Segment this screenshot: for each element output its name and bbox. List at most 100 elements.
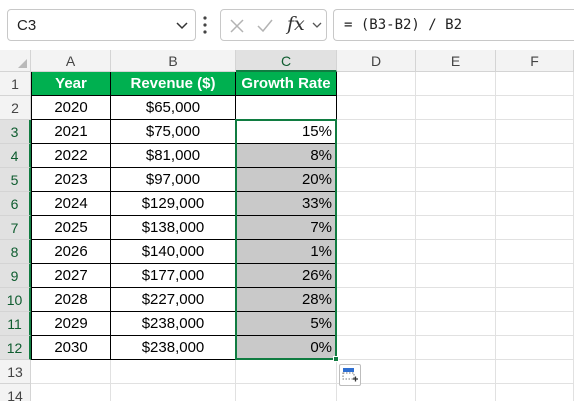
cell-c13[interactable] [236, 360, 337, 384]
name-box[interactable]: C3 [7, 9, 196, 41]
cell-f11[interactable] [496, 312, 574, 336]
column-header-c[interactable]: C [236, 50, 337, 72]
cell-d12[interactable] [337, 336, 416, 360]
year-cell[interactable]: 2021 [31, 120, 111, 144]
growth-rate-cell[interactable] [236, 96, 337, 120]
enter-icon[interactable] [255, 16, 275, 36]
row-header-4[interactable]: 4 [0, 144, 31, 168]
cell-f7[interactable] [496, 216, 574, 240]
cell-d8[interactable] [337, 240, 416, 264]
cell-f12[interactable] [496, 336, 574, 360]
revenue-cell[interactable]: $138,000 [111, 216, 236, 240]
growth-rate-cell[interactable]: 8% [236, 144, 337, 168]
cell-e4[interactable] [416, 144, 496, 168]
table-header-cell[interactable]: Year [31, 72, 111, 96]
row-header-10[interactable]: 10 [0, 288, 31, 312]
growth-rate-cell[interactable]: 15% [236, 120, 337, 144]
cell-b13[interactable] [111, 360, 236, 384]
growth-rate-cell[interactable]: 20% [236, 168, 337, 192]
cell-d6[interactable] [337, 192, 416, 216]
cell-f1[interactable] [496, 72, 574, 96]
cell-d7[interactable] [337, 216, 416, 240]
fill-handle[interactable] [333, 356, 339, 362]
insert-function-button[interactable]: fx [287, 13, 305, 35]
cell-e8[interactable] [416, 240, 496, 264]
column-header-e[interactable]: E [416, 50, 496, 72]
growth-rate-cell[interactable]: 5% [236, 312, 337, 336]
cell-e2[interactable] [416, 96, 496, 120]
chevron-down-icon[interactable] [311, 19, 323, 31]
year-cell[interactable]: 2022 [31, 144, 111, 168]
cell-e5[interactable] [416, 168, 496, 192]
revenue-cell[interactable]: $81,000 [111, 144, 236, 168]
quick-analysis-button[interactable] [339, 364, 361, 386]
revenue-cell[interactable]: $65,000 [111, 96, 236, 120]
year-cell[interactable]: 2025 [31, 216, 111, 240]
chevron-down-icon[interactable] [175, 18, 189, 32]
revenue-cell[interactable]: $177,000 [111, 264, 236, 288]
row-header-13[interactable]: 13 [0, 360, 31, 384]
revenue-cell[interactable]: $238,000 [111, 336, 236, 360]
cell-e13[interactable] [416, 360, 496, 384]
revenue-cell[interactable]: $129,000 [111, 192, 236, 216]
row-header-6[interactable]: 6 [0, 192, 31, 216]
row-header-7[interactable]: 7 [0, 216, 31, 240]
more-vertical-icon[interactable] [202, 14, 208, 36]
row-header-9[interactable]: 9 [0, 264, 31, 288]
growth-rate-cell[interactable]: 26% [236, 264, 337, 288]
cell-a14[interactable] [31, 384, 111, 401]
cell-e10[interactable] [416, 288, 496, 312]
cell-c14[interactable] [236, 384, 337, 401]
cell-e14[interactable] [416, 384, 496, 401]
year-cell[interactable]: 2020 [31, 96, 111, 120]
row-header-12[interactable]: 12 [0, 336, 31, 360]
revenue-cell[interactable]: $238,000 [111, 312, 236, 336]
cell-e11[interactable] [416, 312, 496, 336]
cell-d3[interactable] [337, 120, 416, 144]
cell-e6[interactable] [416, 192, 496, 216]
cell-f4[interactable] [496, 144, 574, 168]
row-header-11[interactable]: 11 [0, 312, 31, 336]
cell-f6[interactable] [496, 192, 574, 216]
row-header-5[interactable]: 5 [0, 168, 31, 192]
cell-f2[interactable] [496, 96, 574, 120]
cell-f5[interactable] [496, 168, 574, 192]
cell-d2[interactable] [337, 96, 416, 120]
column-header-b[interactable]: B [111, 50, 236, 72]
cell-f13[interactable] [496, 360, 574, 384]
row-header-8[interactable]: 8 [0, 240, 31, 264]
column-header-a[interactable]: A [31, 50, 111, 72]
growth-rate-cell[interactable]: 1% [236, 240, 337, 264]
growth-rate-cell[interactable]: 33% [236, 192, 337, 216]
cell-e3[interactable] [416, 120, 496, 144]
year-cell[interactable]: 2030 [31, 336, 111, 360]
cell-d10[interactable] [337, 288, 416, 312]
row-header-1[interactable]: 1 [0, 72, 31, 96]
revenue-cell[interactable]: $97,000 [111, 168, 236, 192]
growth-rate-cell[interactable]: 28% [236, 288, 337, 312]
formula-input[interactable]: = (B3-B2) / B2 [333, 9, 574, 41]
row-header-2[interactable]: 2 [0, 96, 31, 120]
cell-d1[interactable] [337, 72, 416, 96]
year-cell[interactable]: 2028 [31, 288, 111, 312]
growth-rate-cell[interactable]: 0% [236, 336, 337, 360]
year-cell[interactable]: 2023 [31, 168, 111, 192]
cell-e9[interactable] [416, 264, 496, 288]
cell-d4[interactable] [337, 144, 416, 168]
cell-d11[interactable] [337, 312, 416, 336]
column-header-f[interactable]: F [496, 50, 574, 72]
column-header-d[interactable]: D [337, 50, 416, 72]
cell-f10[interactable] [496, 288, 574, 312]
cell-b14[interactable] [111, 384, 236, 401]
cell-f8[interactable] [496, 240, 574, 264]
select-all-button[interactable] [0, 50, 31, 72]
cell-d5[interactable] [337, 168, 416, 192]
year-cell[interactable]: 2027 [31, 264, 111, 288]
cell-d14[interactable] [337, 384, 416, 401]
cell-a13[interactable] [31, 360, 111, 384]
year-cell[interactable]: 2026 [31, 240, 111, 264]
table-header-cell[interactable]: Revenue ($) [111, 72, 236, 96]
revenue-cell[interactable]: $227,000 [111, 288, 236, 312]
row-header-3[interactable]: 3 [0, 120, 31, 144]
row-header-14[interactable]: 14 [0, 384, 31, 401]
